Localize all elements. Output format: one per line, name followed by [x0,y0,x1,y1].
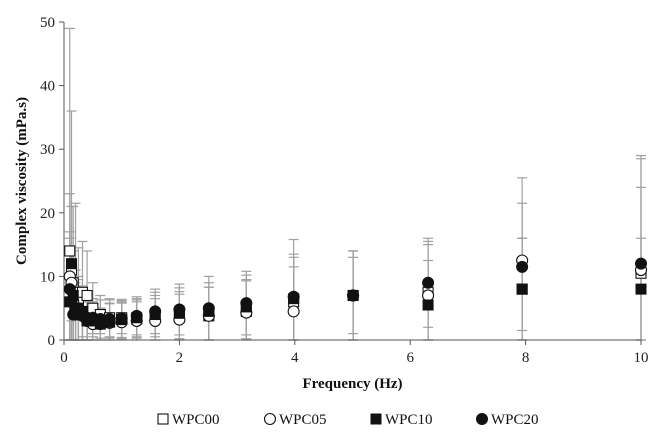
x-tick-label: 10 [634,350,649,366]
y-tick-label: 0 [48,333,56,349]
y-axis-title: Complex viscosity (mPa.s) [14,97,30,265]
legend-label: WPC05 [279,412,327,428]
data-point [347,289,360,302]
legend-swatch [476,413,488,425]
data-point [287,290,300,303]
x-axis-title: Frequency (Hz) [302,376,402,392]
data-point [103,313,116,326]
data-point [81,289,93,302]
data-markers [63,245,648,331]
legend-swatch [370,413,382,425]
data-point [422,289,435,302]
data-point [287,305,300,318]
legend-swatch [263,412,277,426]
x-tick-label: 4 [291,350,299,366]
legend-item-wpc00: WPC00 [157,412,220,428]
data-point [63,283,76,296]
legend: WPC00 WPC05 WPC10 WPC20 [157,412,539,428]
legend-label: WPC10 [385,412,433,428]
x-tick-label: 2 [176,350,184,366]
data-point [516,260,529,273]
legend-item-wpc20: WPC20 [476,412,539,428]
x-tick-label: 8 [522,350,530,366]
data-point [65,295,78,308]
y-tick-label: 40 [40,79,55,95]
data-point [516,283,528,295]
legend-swatch [157,413,169,425]
data-point [130,309,143,322]
x-tick-label: 0 [60,350,68,366]
data-point [149,305,162,318]
data-point [64,245,76,257]
legend-label: WPC00 [172,412,220,428]
axis-ticks: 0 10 20 30 40 50 0 2 4 6 8 10 [40,15,649,366]
data-point [422,276,435,289]
axes [63,22,641,341]
data-point [173,303,186,316]
x-tick-label: 6 [406,350,414,366]
y-tick-label: 30 [40,142,55,158]
legend-item-wpc10: WPC10 [370,412,433,428]
data-point [635,257,647,270]
legend-item-wpc05: WPC05 [263,412,327,428]
y-tick-label: 20 [40,206,55,222]
data-point [635,283,647,295]
y-tick-label: 10 [40,269,55,285]
data-point [422,299,434,311]
series-wpc20 [63,257,647,326]
y-tick-label: 50 [40,15,55,31]
data-point [66,258,78,270]
data-point [202,302,215,315]
legend-label: WPC20 [491,412,539,428]
data-point [240,297,253,310]
data-point [115,312,128,325]
